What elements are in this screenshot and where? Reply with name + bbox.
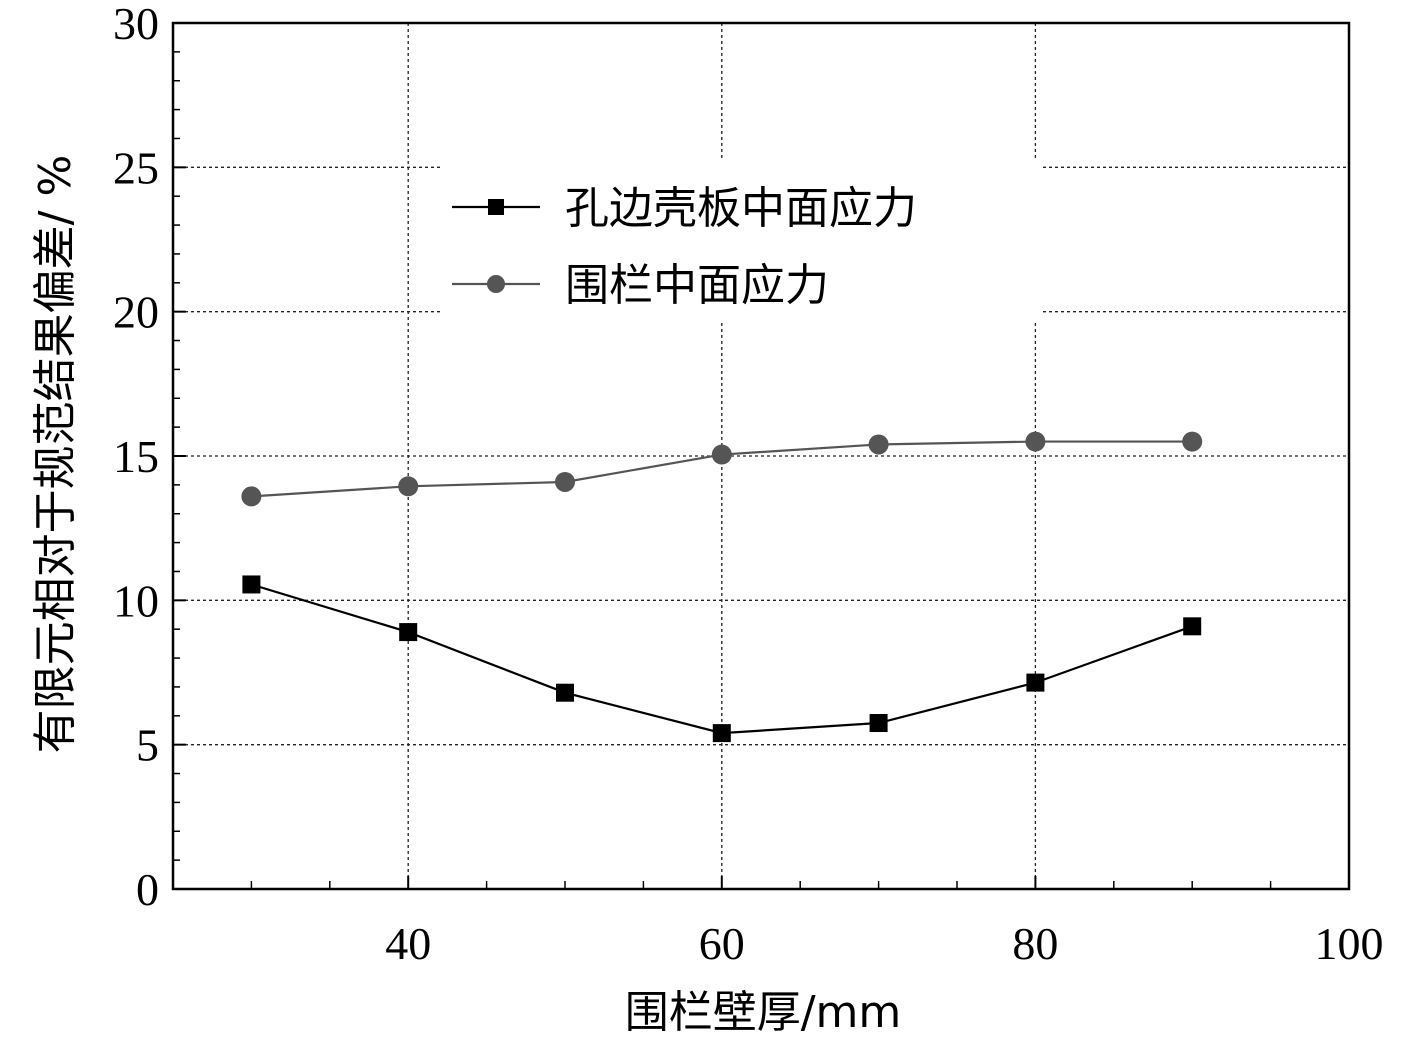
tick-labels: 0 5 10 15 20 25 30 40 60 80 100 (113, 0, 1384, 969)
legend-label: 孔边壳板中面应力 (565, 183, 917, 234)
data-point-circle (711, 444, 732, 465)
data-point-square (242, 575, 261, 594)
legend-background (440, 160, 1040, 320)
y-tick-label: 15 (113, 431, 159, 482)
series-2 (241, 431, 1203, 507)
data-point-circle (1025, 431, 1046, 452)
legend-marker-circle (487, 275, 505, 293)
x-tick-label: 100 (1315, 918, 1384, 969)
data-point-circle (398, 476, 419, 497)
axis-ticks (173, 22, 1350, 890)
data-point-circle (555, 471, 575, 492)
legend-label: 围栏中面应力 (565, 260, 829, 311)
legend-item-2: 围栏中面应力 (452, 260, 829, 311)
data-point-square (1026, 673, 1045, 692)
grid-lines (173, 23, 1349, 889)
x-tick-label: 80 (1012, 918, 1058, 969)
data-point-square (556, 683, 574, 702)
y-tick-label: 20 (113, 287, 159, 338)
data-point-square (399, 623, 418, 642)
y-tick-label: 0 (136, 864, 159, 915)
data-point-circle (868, 434, 889, 455)
y-tick-label: 5 (136, 720, 159, 771)
data-point-square (1183, 617, 1202, 636)
data-point-circle (241, 486, 262, 507)
data-series (241, 431, 1203, 743)
legend-item-1: 孔边壳板中面应力 (452, 183, 917, 234)
x-tick-label: 40 (385, 918, 431, 969)
y-axis-title: 有限元相对于规范结果偏差/ % (30, 155, 81, 754)
y-tick-label: 10 (113, 575, 159, 626)
y-tick-label: 30 (113, 0, 159, 49)
y-tick-label: 25 (113, 142, 159, 193)
x-tick-label: 60 (699, 918, 745, 969)
legend-marker-square (488, 199, 504, 215)
data-point-square (869, 714, 888, 733)
data-point-circle (1182, 431, 1203, 452)
x-axis-title: 围栏壁厚/mm (625, 987, 902, 1038)
series-1 (242, 575, 1202, 743)
data-point-square (712, 724, 731, 743)
